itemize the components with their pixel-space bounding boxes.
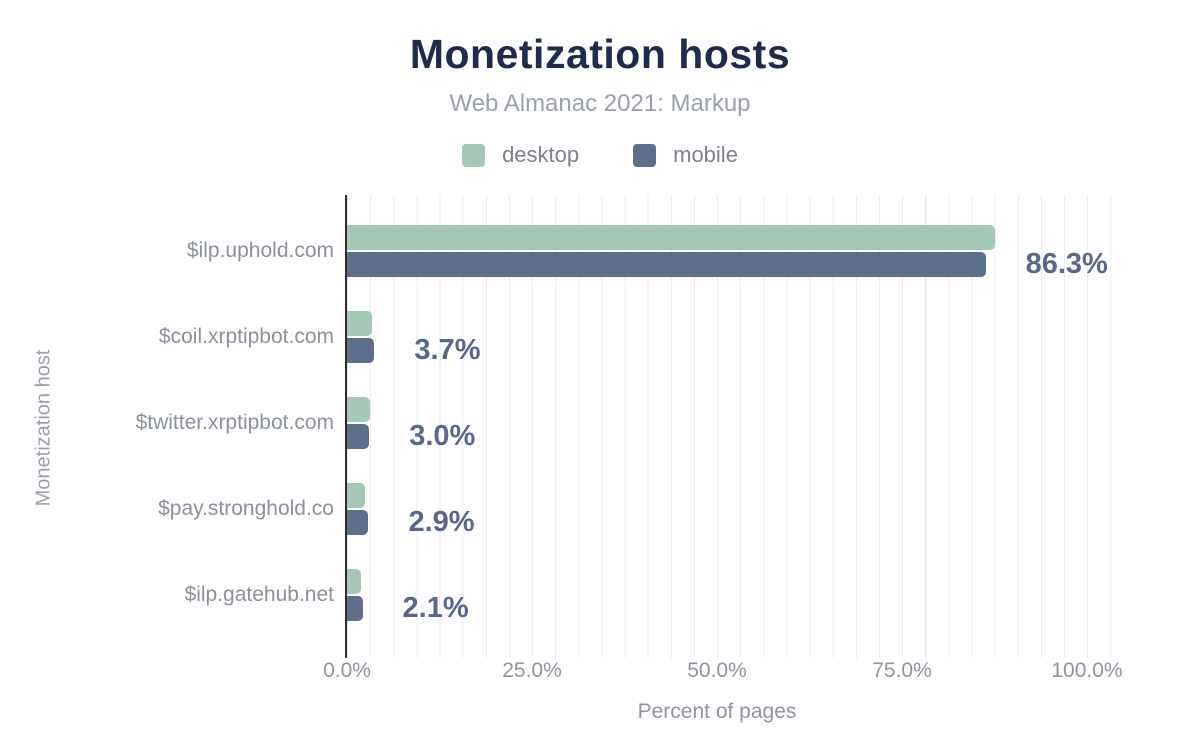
legend-item-desktop: desktop: [462, 142, 579, 168]
value-label: 3.7%: [414, 334, 481, 366]
bar-mobile: [347, 338, 375, 363]
y-axis-line: [345, 195, 347, 658]
value-label: 3.0%: [409, 420, 476, 452]
page-subtitle: Web Almanac 2021: Markup: [449, 90, 751, 117]
x-axis-title: Percent of pages: [637, 700, 797, 723]
value-label: 2.9%: [408, 506, 475, 538]
legend: desktop mobile: [0, 142, 1200, 168]
bar-desktop: [347, 225, 995, 250]
bar-row: 2.1%: [347, 552, 1200, 638]
bar-rows: 86.3% 3.7% 3.0% 2.9%: [347, 208, 1200, 638]
bar-row: 2.9%: [347, 466, 1200, 552]
legend-swatch-mobile-icon: [633, 143, 657, 167]
page-title: Monetization hosts: [409, 31, 791, 77]
x-axis-tick: 25.0%: [502, 659, 562, 682]
bar-desktop: [347, 569, 362, 594]
bar-desktop: [347, 397, 370, 422]
category-label: $coil.xrptipbot.com: [158, 325, 334, 348]
bar-row: 86.3%: [347, 208, 1200, 294]
x-axis-tick: 100.0%: [1051, 659, 1123, 682]
x-axis-tick: 0.0%: [323, 659, 371, 682]
legend-label-mobile: mobile: [673, 142, 738, 167]
category-axis: $ilp.uphold.com $coil.xrptipbot.com $twi…: [0, 208, 334, 638]
bar-desktop: [347, 311, 373, 336]
value-label: 86.3%: [1025, 248, 1108, 280]
legend-label-desktop: desktop: [502, 142, 580, 167]
bar-row: 3.7%: [347, 294, 1200, 380]
legend-swatch-desktop-icon: [462, 143, 486, 167]
value-label: 2.1%: [402, 592, 469, 624]
bar-mobile: [347, 510, 369, 535]
x-axis-tick: 50.0%: [687, 659, 747, 682]
x-axis-tick: 75.0%: [872, 659, 932, 682]
category-label: $pay.stronghold.co: [158, 497, 334, 520]
category-label: $ilp.uphold.com: [186, 239, 334, 262]
bar-row: 3.0%: [347, 380, 1200, 466]
category-label: $twitter.xrptipbot.com: [135, 411, 334, 434]
bar-mobile: [347, 252, 986, 277]
bar-mobile: [347, 424, 370, 449]
bar-desktop: [347, 483, 365, 508]
category-label: $ilp.gatehub.net: [184, 583, 334, 606]
bar-mobile: [347, 596, 363, 621]
legend-item-mobile: mobile: [633, 142, 738, 168]
